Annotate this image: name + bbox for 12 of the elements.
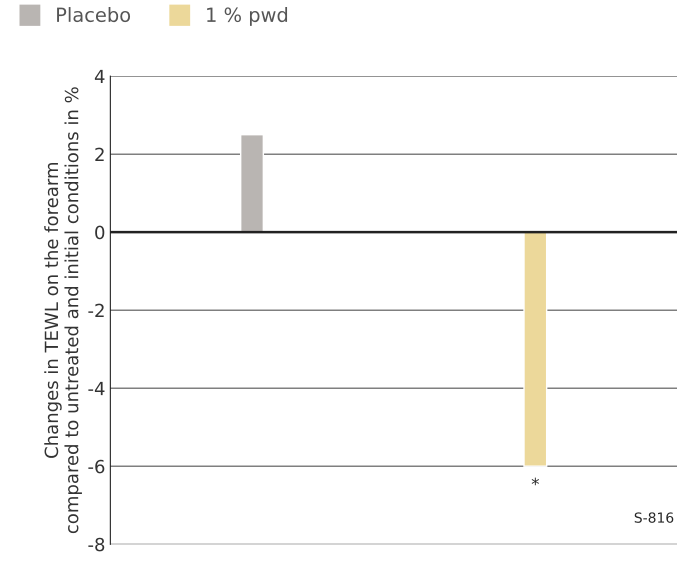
annotation: S-816 bbox=[634, 512, 674, 523]
y-tick-label: -2 bbox=[88, 304, 104, 318]
legend-label: 1 % pwd bbox=[207, 7, 288, 26]
y-axis-title: Changes in TEWL on the forearm compared to untreated and initial conditions in % bbox=[44, 87, 82, 534]
y-tick-label: -4 bbox=[88, 382, 104, 396]
y-tick-label: -8 bbox=[88, 538, 104, 552]
y-tick-label: 4 bbox=[94, 70, 104, 83]
y-tick-label: 2 bbox=[95, 148, 104, 162]
y-tick-label: 0 bbox=[95, 226, 104, 240]
legend-label: Placebo bbox=[57, 7, 130, 22]
y-tick-label: -6 bbox=[88, 460, 104, 474]
annotation: * bbox=[532, 478, 540, 486]
